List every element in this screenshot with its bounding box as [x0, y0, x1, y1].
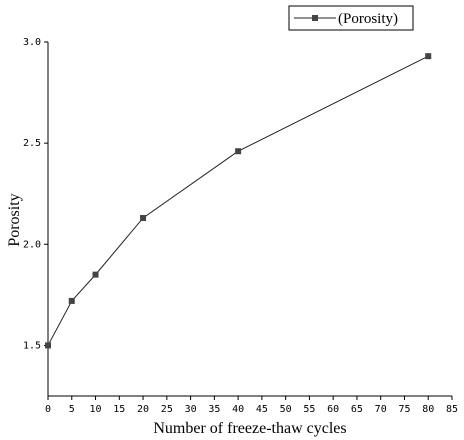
data-point: [425, 53, 432, 60]
x-tick-label: 45: [256, 404, 268, 415]
y-tick-label: 1.5: [23, 340, 41, 351]
data-point: [140, 214, 147, 221]
x-tick-label: 60: [327, 404, 339, 415]
y-ticks: 1.5 2.0 2.5 3.0: [23, 37, 48, 351]
x-tick-label: 85: [446, 404, 458, 415]
legend-marker-sample: [312, 15, 318, 21]
legend: (Porosity): [288, 5, 414, 31]
y-tick-label: 2.5: [23, 138, 41, 149]
x-tick-label: 5: [69, 404, 75, 415]
series-layer: [45, 53, 432, 349]
data-point: [45, 342, 51, 349]
series-line: [47, 55, 429, 346]
x-ticks: 0 5 10 15 20 25 30 35 40 45 50 55 60 65 70 75 80 85: [45, 396, 458, 415]
data-point: [92, 271, 99, 278]
x-tick-label: 20: [137, 404, 149, 415]
x-tick-label: 80: [422, 404, 434, 415]
y-tick-label: 3.0: [23, 37, 41, 48]
x-tick-label: 0: [45, 404, 51, 415]
x-tick-label: 30: [185, 404, 197, 415]
data-point: [235, 148, 242, 155]
x-tick-label: 65: [351, 404, 363, 415]
y-tick-label: 2.0: [23, 239, 41, 250]
y-axis-title: Porosity: [6, 193, 23, 246]
axes: [47, 42, 452, 397]
x-tick-label: 75: [398, 404, 410, 415]
x-tick-label: 10: [90, 404, 102, 415]
x-tick-label: 50: [280, 404, 292, 415]
x-tick-label: 70: [375, 404, 387, 415]
data-point: [68, 297, 75, 304]
x-tick-label: 15: [113, 404, 125, 415]
x-tick-label: 25: [161, 404, 173, 415]
x-tick-label: 55: [303, 404, 315, 415]
x-tick-label: 35: [208, 404, 220, 415]
legend-label: (Porosity): [338, 11, 398, 27]
x-tick-label: 40: [232, 404, 244, 415]
x-axis-title: Number of freeze-thaw cycles: [153, 420, 346, 437]
